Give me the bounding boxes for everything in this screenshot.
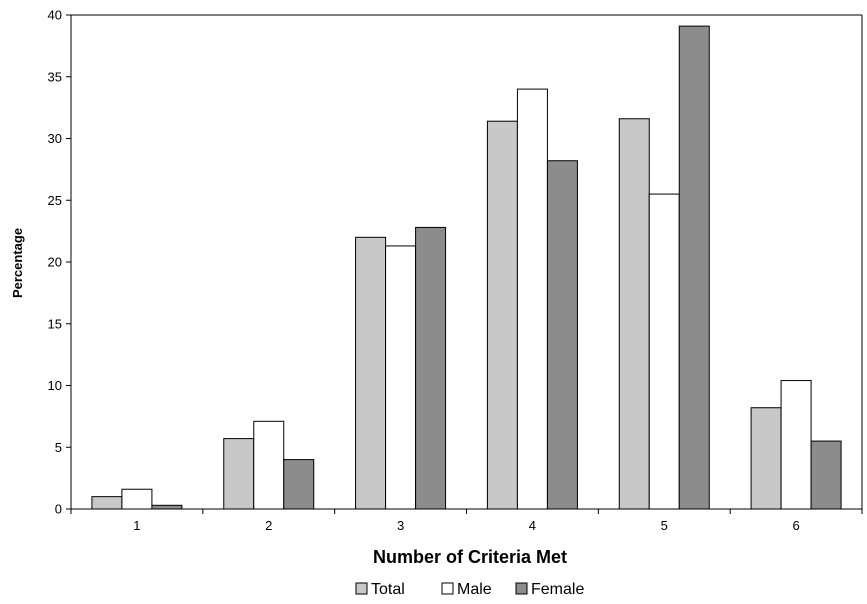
bar-female-3 [415,226,447,510]
y-tick-label: 0 [55,502,62,517]
bar-female-4 [546,160,578,510]
bar-total-1 [91,496,123,510]
y-tick-label: 5 [55,440,62,455]
bar-male-6 [780,380,812,510]
tick-labels: 0 5 10 15 20 25 30 35 40 1 2 3 4 5 6 [48,8,800,534]
legend-swatch-male [441,582,454,595]
y-tick-label: 15 [48,316,62,331]
bar-male-4 [516,88,548,510]
bar-female-6 [810,440,842,510]
y-tick-label: 25 [48,193,62,208]
legend-label-total: Total [371,581,405,598]
bars [91,25,842,510]
legend-label-male: Male [457,581,492,598]
bar-female-5 [678,25,710,510]
bar-total-4 [486,120,518,510]
y-tick-label: 30 [48,131,62,146]
x-tick-label: 1 [133,518,140,533]
y-axis-title: Percentage [10,228,25,298]
bar-total-5 [618,118,650,510]
y-tick-label: 40 [48,8,62,23]
bar-male-1 [121,488,153,510]
axes [66,14,863,514]
legend: Total Male Female [355,581,584,598]
legend-label-female: Female [531,581,584,598]
y-tick-label: 35 [48,69,62,84]
bar-total-2 [223,438,255,510]
x-tick-label: 2 [265,518,272,533]
x-axis-title: Number of Criteria Met [373,547,567,567]
bar-female-2 [283,459,315,510]
legend-swatch-female [515,582,528,595]
x-tick-label: 6 [792,518,799,533]
y-tick-label: 20 [48,255,62,270]
x-tick-label: 3 [397,518,404,533]
bar-total-3 [355,236,387,510]
bar-male-5 [648,193,680,510]
bar-female-1 [151,504,183,510]
x-tick-label: 5 [661,518,668,533]
legend-swatch-total [355,582,368,595]
y-tick-label: 10 [48,378,62,393]
bar-total-6 [750,407,782,510]
x-tick-label: 4 [529,518,536,533]
bar-male-3 [385,245,417,510]
bar-male-2 [253,420,285,510]
